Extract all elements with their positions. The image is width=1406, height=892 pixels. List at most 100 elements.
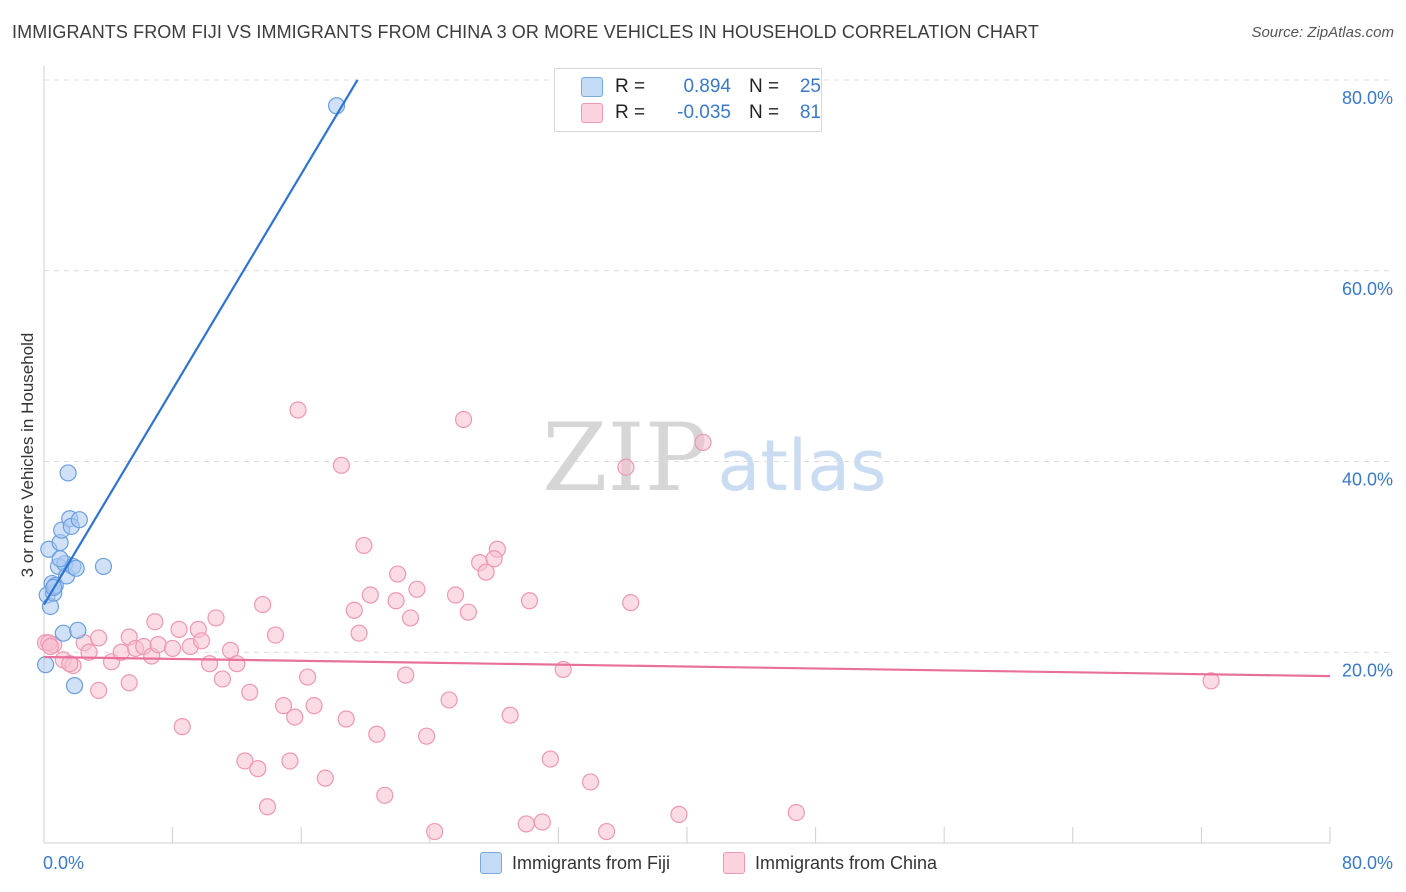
series-legend: Immigrants from Fiji Immigrants from Chi… [0,852,1406,878]
china-point [426,822,444,841]
china-point [149,636,167,654]
fiji-n-value: 25 [799,76,821,97]
china-point [146,613,164,631]
fiji-legend-label: Immigrants from Fiji [512,852,671,873]
china-legend-label: Immigrants from China [755,852,938,873]
china-point [266,626,285,644]
x-tick-label-max: 80.0% [1342,853,1393,873]
china-n-value: 81 [799,102,821,123]
china-point [305,697,323,715]
legend-row-fiji: R = 0.894 N = 25 [581,75,821,99]
x-tick-label-min: 0.0% [43,853,84,873]
fiji-legend-swatch [480,852,502,874]
china-point [787,803,805,822]
fiji-point [65,677,84,695]
legend-item-fiji[interactable]: Immigrants from Fiji [480,852,670,874]
china-r-label: R = [615,102,646,123]
china-point [417,727,436,745]
fiji-points [37,97,346,695]
china-point [337,710,355,728]
china-point [670,805,688,823]
fiji-point [94,557,113,576]
y-tick-label: 40.0% [1342,470,1393,490]
china-point [332,456,350,474]
china-point [120,674,138,692]
fiji-point [67,559,85,577]
china-point [274,697,293,715]
fiji-trend-line [43,79,359,606]
china-point [355,536,373,555]
fiji-point [70,511,88,529]
fiji-r-value: 0.894 [683,76,731,97]
china-point [397,666,415,684]
fiji-swatch [581,77,603,97]
china-point [581,773,600,791]
china-n-label: N = [749,102,780,123]
fiji-point [69,621,87,639]
china-point [316,769,334,787]
china-point [41,637,60,656]
china-point [241,683,259,701]
china-points [37,401,1220,841]
china-point [350,624,368,642]
china-point [90,681,108,700]
china-point [389,565,407,583]
fiji-point [51,550,69,568]
china-point [345,601,363,619]
china-point [598,822,616,841]
china-point [254,595,272,614]
china-point [192,632,211,650]
china-point [170,620,188,638]
china-point [164,639,182,658]
china-point [440,691,458,709]
china-point [361,586,379,604]
china-trend-line [43,655,1331,678]
china-point [485,550,503,568]
watermark-zip: ZIP [542,404,708,513]
china-point [61,655,79,673]
china-point [454,410,473,429]
stats-legend: R = 0.894 N = 25 R = -0.035 N = 81 [554,68,822,132]
legend-item-china[interactable]: Immigrants from China [723,852,937,874]
china-point [517,815,535,833]
china-point [387,592,405,610]
source-label: Source: ZipAtlas.com [1251,24,1394,41]
china-point [228,655,246,673]
china-point [80,643,98,661]
watermark-atlas: atlas [717,425,886,507]
china-point [173,718,191,736]
china-point [617,458,635,476]
fiji-point [37,656,55,674]
china-point [286,708,304,726]
fiji-n-label: N = [749,76,780,97]
legend-row-china: R = -0.035 N = 81 [581,101,821,125]
fiji-point [59,464,77,482]
china-point [446,586,465,604]
china-point [249,760,267,778]
china-point [368,725,386,743]
china-point [376,786,394,804]
china-point [207,609,225,627]
china-point [281,752,299,770]
y-tick-label: 20.0% [1342,660,1393,680]
y-tick-label: 80.0% [1342,88,1393,108]
tick-labels: 20.0% 40.0% 60.0% 80.0% 0.0% 80.0% [43,88,1393,873]
china-r-value: -0.035 [677,102,731,123]
china-point [408,580,426,598]
china-point [533,813,551,831]
trend-lines [43,79,1331,678]
y-tick-label: 60.0% [1342,279,1393,299]
fiji-r-label: R = [615,76,646,97]
china-swatch [581,103,603,123]
china-point [213,670,232,688]
china-point [477,563,495,581]
china-legend-swatch [723,852,745,874]
china-point [501,706,519,724]
fiji-point [54,624,72,642]
china-point [200,655,219,673]
china-point [1202,672,1220,690]
china-point [299,668,317,686]
china-point [541,750,559,768]
china-point [459,603,477,621]
